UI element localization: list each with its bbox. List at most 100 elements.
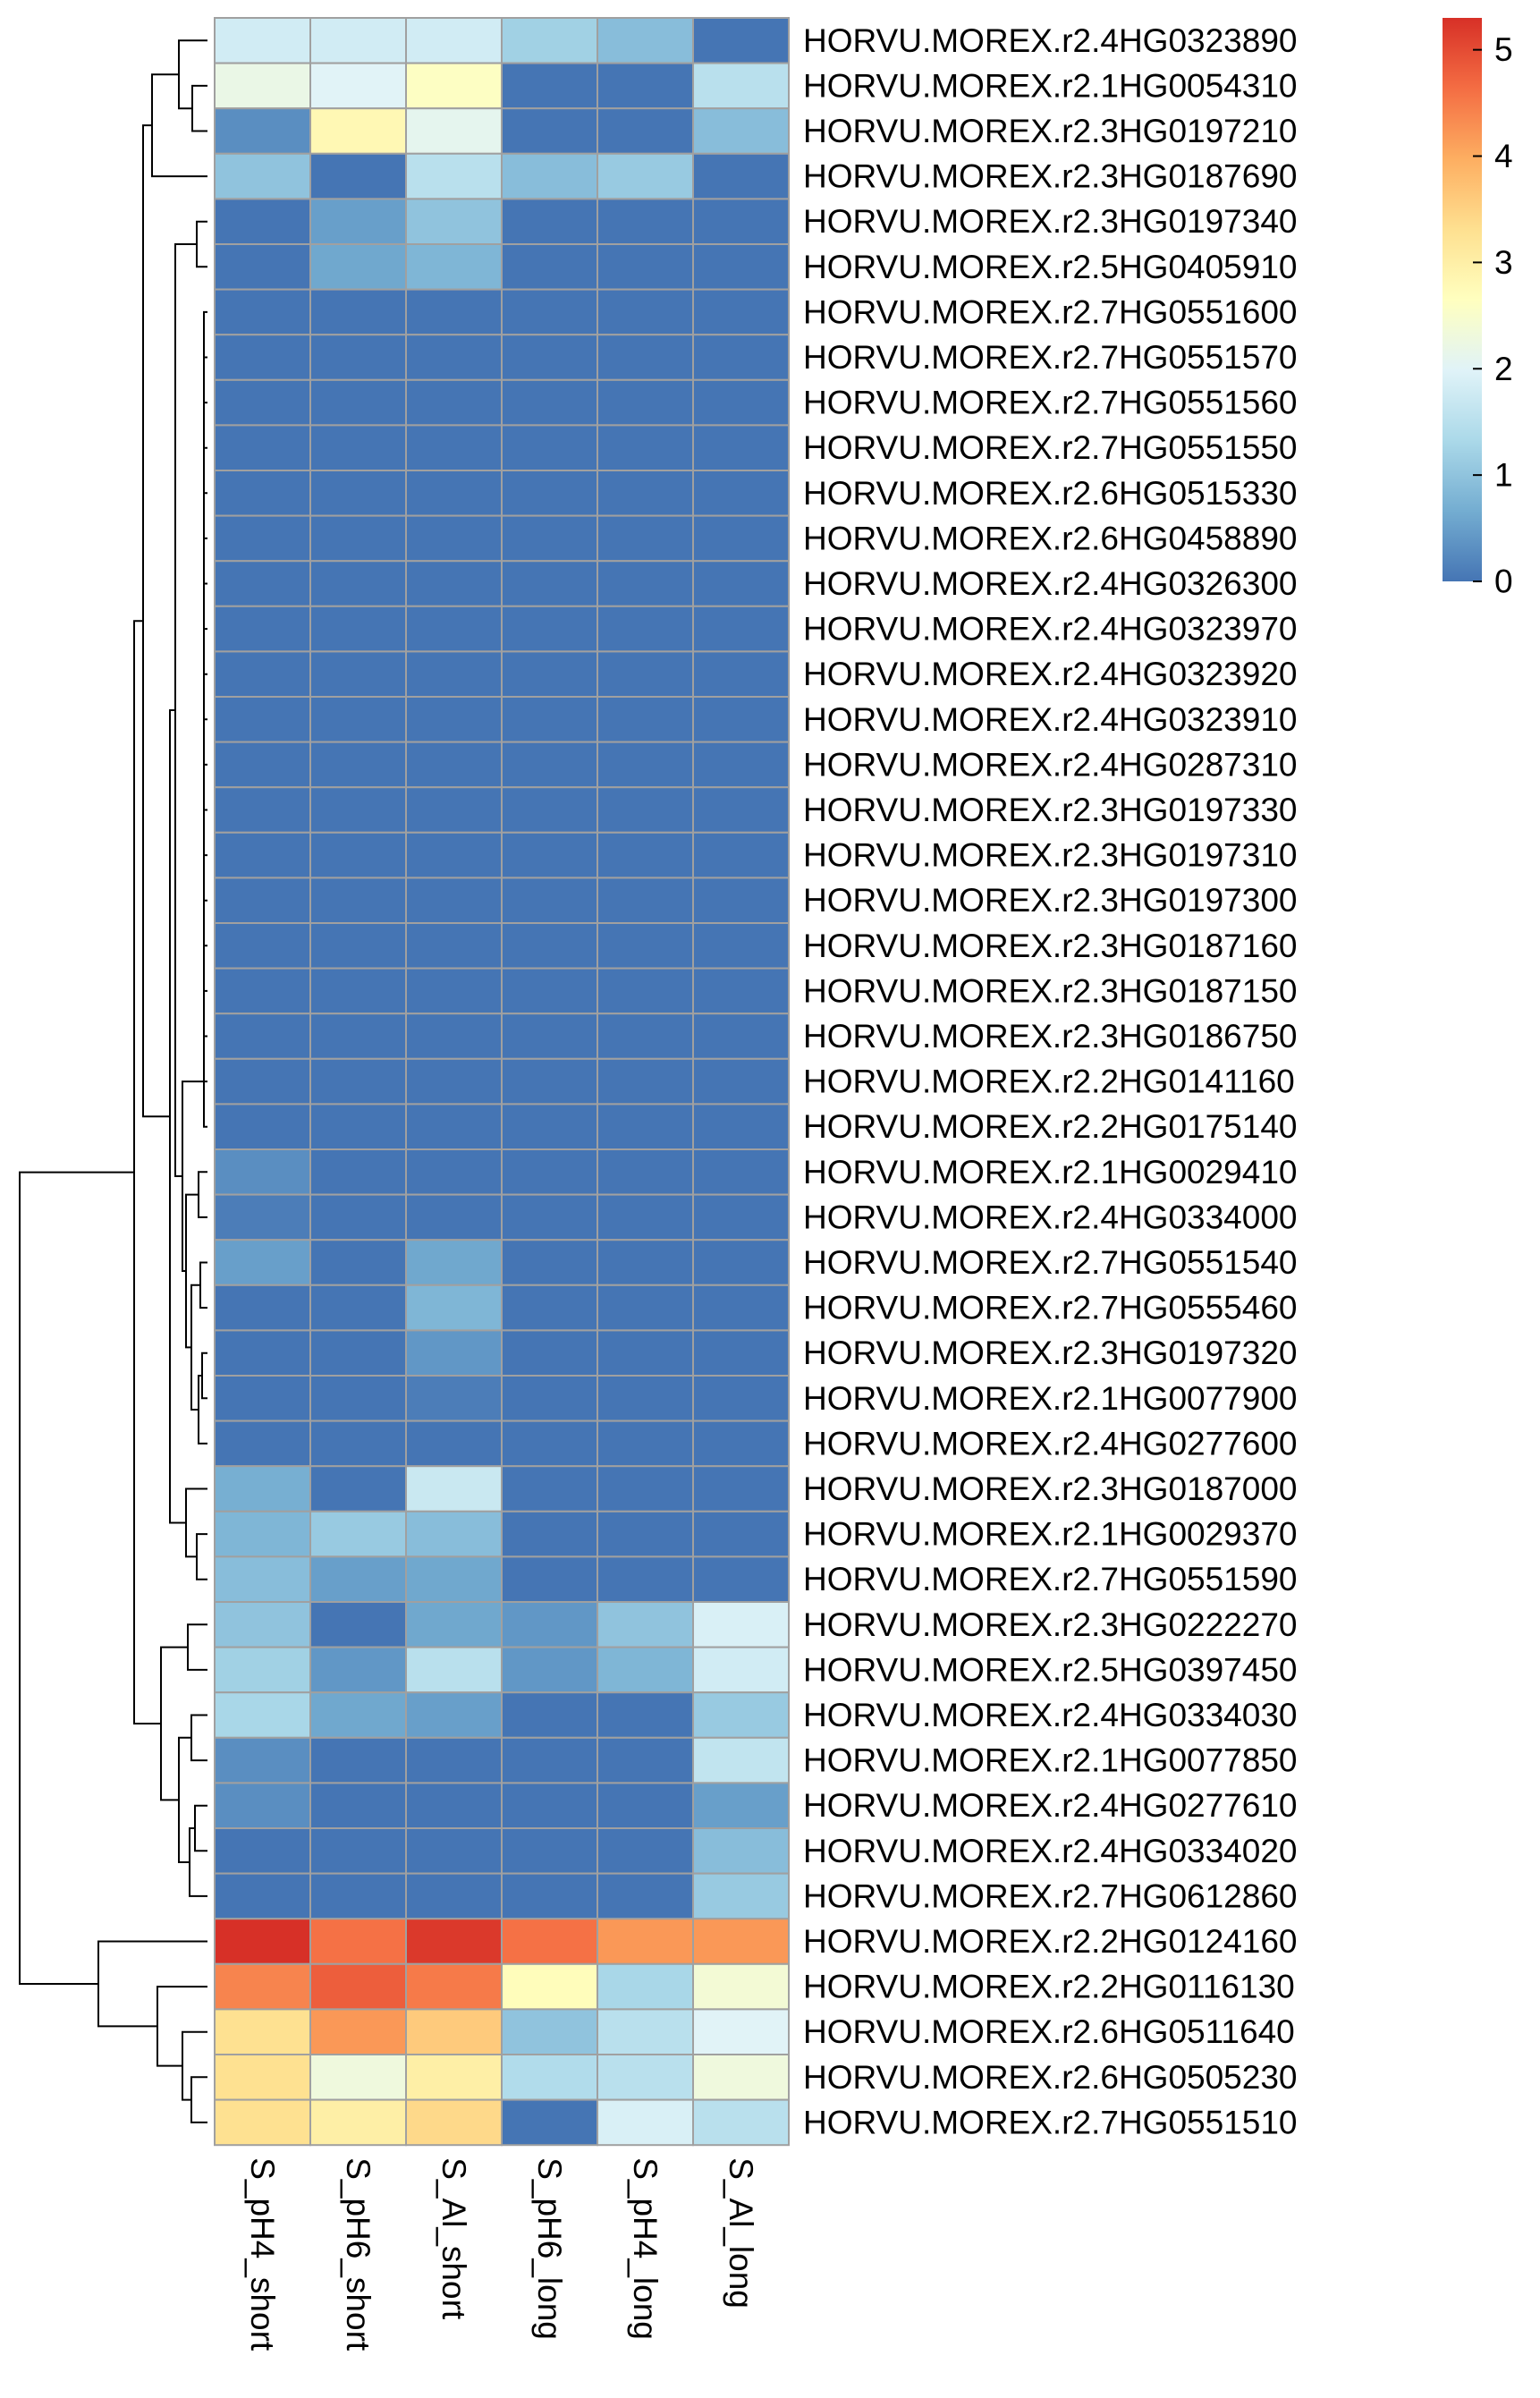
row-label: HORVU.MOREX.r2.3HG0186750: [803, 1018, 1298, 1055]
heatmap-cell: [214, 2054, 311, 2101]
heatmap-cell: [309, 786, 407, 834]
heatmap-cell: [501, 786, 598, 834]
heatmap-cell: [214, 334, 311, 381]
heatmap-cell: [597, 605, 694, 653]
heatmap-cell: [501, 288, 598, 336]
heatmap-cell: [692, 1646, 790, 1694]
heatmap-cell: [692, 1465, 790, 1513]
heatmap-cell: [309, 17, 407, 64]
heatmap-cell: [597, 877, 694, 925]
heatmap-cell: [501, 1918, 598, 1965]
heatmap-cell: [501, 1465, 598, 1513]
row-label: HORVU.MOREX.r2.4HG0323890: [803, 22, 1298, 59]
heatmap-cell: [501, 1872, 598, 1920]
heatmap-cell: [214, 1691, 311, 1739]
heatmap-cell: [692, 967, 790, 1015]
row-label: HORVU.MOREX.r2.1HG0029370: [803, 1516, 1298, 1553]
dendrogram-branch: [97, 1940, 207, 2028]
heatmap-cell: [309, 2008, 407, 2055]
heatmap-cell: [405, 1962, 503, 2011]
heatmap-cell: [597, 560, 694, 607]
row-label: HORVU.MOREX.r2.7HG0551600: [803, 293, 1298, 330]
heatmap-cell: [309, 378, 407, 427]
column-label: S_Al_long: [723, 2157, 759, 2309]
heatmap-cell: [501, 107, 598, 155]
heatmap-cell: [309, 605, 407, 653]
heatmap-cell: [597, 1329, 694, 1377]
heatmap-cell: [309, 288, 407, 336]
heatmap-cell: [214, 107, 311, 155]
heatmap-cell: [501, 1782, 598, 1830]
heatmap-cell: [214, 741, 311, 789]
color-legend: 0 1 2 3 4 5: [1443, 18, 1513, 600]
row-dendrogram: [19, 39, 207, 2123]
heatmap-cell: [309, 1375, 407, 1422]
heatmap-cell: [501, 967, 598, 1015]
row-label: HORVU.MOREX.r2.1HG0029410: [803, 1154, 1298, 1191]
heatmap-cell: [214, 424, 311, 471]
row-label: HORVU.MOREX.r2.1HG0077900: [803, 1380, 1298, 1417]
heatmap-cell: [309, 650, 407, 699]
heatmap-cell: [692, 198, 790, 245]
row-label: HORVU.MOREX.r2.4HG0334020: [803, 1833, 1298, 1869]
heatmap-cell: [214, 2008, 311, 2055]
heatmap-cell: [405, 1827, 503, 1875]
heatmap-cell: [405, 741, 503, 789]
heatmap-cell: [309, 424, 407, 471]
heatmap-cell: [597, 1239, 694, 1286]
heatmap-cell: [214, 514, 311, 563]
heatmap-cell: [405, 378, 503, 427]
row-label: HORVU.MOREX.r2.7HG0551570: [803, 339, 1298, 376]
heatmap-cell: [692, 1103, 790, 1151]
heatmap-cell: [597, 62, 694, 110]
heatmap-cell: [309, 334, 407, 381]
heatmap-cell: [597, 243, 694, 291]
heatmap-cell: [309, 1284, 407, 1332]
heatmap-cell: [692, 424, 790, 471]
heatmap-cell: [597, 198, 694, 245]
heatmap-cell: [501, 605, 598, 653]
heatmap-cell: [501, 1375, 598, 1422]
row-label: HORVU.MOREX.r2.4HG0326300: [803, 565, 1298, 602]
heatmap-cell: [597, 152, 694, 200]
heatmap-cell: [692, 877, 790, 925]
heatmap-cell: [692, 1736, 790, 1784]
heatmap-cell: [501, 1329, 598, 1377]
heatmap-cell: [405, 1918, 503, 1965]
heatmap-cell: [405, 424, 503, 471]
heatmap-cell: [214, 831, 311, 879]
heatmap-cell: [692, 1239, 790, 1286]
heatmap-cell: [597, 1510, 694, 1558]
heatmap-cell: [405, 1646, 503, 1694]
heatmap-cell: [597, 1284, 694, 1332]
row-label: HORVU.MOREX.r2.4HG0334000: [803, 1199, 1298, 1235]
heatmap-cell: [309, 1057, 407, 1106]
row-label: HORVU.MOREX.r2.1HG0077850: [803, 1742, 1298, 1779]
heatmap-cell: [692, 1691, 790, 1739]
heatmap-cell: [405, 650, 503, 699]
heatmap-cell: [214, 877, 311, 925]
legend-tick-label: 0: [1494, 563, 1513, 600]
heatmap-cell: [501, 2054, 598, 2101]
row-label: HORVU.MOREX.r2.3HG0187160: [803, 928, 1298, 964]
heatmap-cell: [597, 334, 694, 381]
heatmap-cell: [692, 696, 790, 743]
heatmap-cell: [214, 650, 311, 699]
row-label: HORVU.MOREX.r2.7HG0551510: [803, 2104, 1298, 2140]
heatmap-cell: [214, 17, 311, 64]
heatmap-cell: [692, 334, 790, 381]
heatmap-cell: [309, 107, 407, 155]
heatmap-cell: [692, 243, 790, 291]
heatmap-cell: [214, 1375, 311, 1422]
heatmap-cell: [692, 2008, 790, 2055]
heatmap-cell: [214, 198, 311, 245]
heatmap-cell: [309, 2054, 407, 2101]
heatmap-cell: [405, 288, 503, 336]
heatmap-cell: [501, 696, 598, 743]
heatmap-cell: [214, 470, 311, 517]
heatmap-cell: [214, 2098, 311, 2147]
row-label: HORVU.MOREX.r2.3HG0197320: [803, 1335, 1298, 1371]
heatmap-cell: [309, 1193, 407, 1241]
heatmap-cell: [597, 2054, 694, 2101]
heatmap-cell: [405, 514, 503, 563]
